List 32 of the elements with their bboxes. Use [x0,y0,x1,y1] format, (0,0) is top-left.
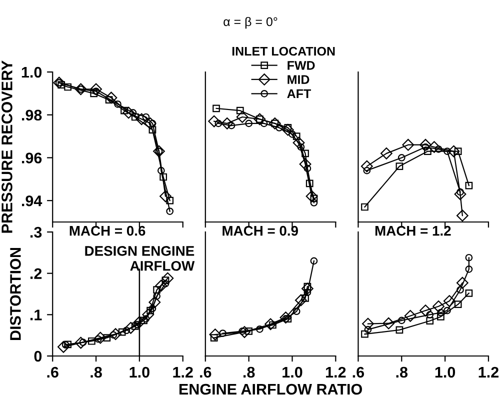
annotation: MACH = 0.9 [222,226,298,236]
y-tick-label: .96 [22,152,42,164]
chart-title: α = β = 0° [224,16,278,29]
x-axis-title: ENGINE AIRFLOW RATIO [179,384,362,395]
x-tick-label: 1.2 [478,366,498,378]
annotation: MACH = 1.2 [375,226,451,236]
x-tick-label: 1.0 [282,366,302,378]
ref-line-label: DESIGN ENGINE AIRFLOW [85,246,195,271]
y-tick-label: .2 [30,268,42,279]
x-tick-label: .8 [90,366,102,378]
y-tick-label: 1.0 [22,66,42,78]
y-axis-title: DISTORTION [10,248,21,340]
x-tick-label: .8 [243,366,255,378]
legend-label: MID [288,75,310,84]
y-tick-label: .98 [22,110,42,121]
y-tick-label: .1 [30,310,42,320]
x-tick-label: 1.0 [130,366,150,378]
x-tick-label: 1.2 [326,366,346,378]
x-tick-label: .6 [352,366,364,378]
y-axis-title: PRESSURE RECOVERY [2,60,12,233]
annotation: MACH = 0.6 [70,226,146,236]
legend-title: INLET LOCATION [232,46,335,56]
x-tick-label: .6 [200,366,212,378]
y-tick-label: 0 [34,350,42,362]
legend-label: FWD [288,61,315,70]
y-tick-label: .94 [22,195,42,206]
x-tick-label: 1.0 [435,366,456,378]
y-tick-label: .3 [30,226,42,238]
x-tick-label: .8 [396,366,408,378]
x-tick-label: .6 [47,366,58,378]
legend-label: AFT [287,89,311,98]
x-tick-label: 1.2 [173,366,193,378]
